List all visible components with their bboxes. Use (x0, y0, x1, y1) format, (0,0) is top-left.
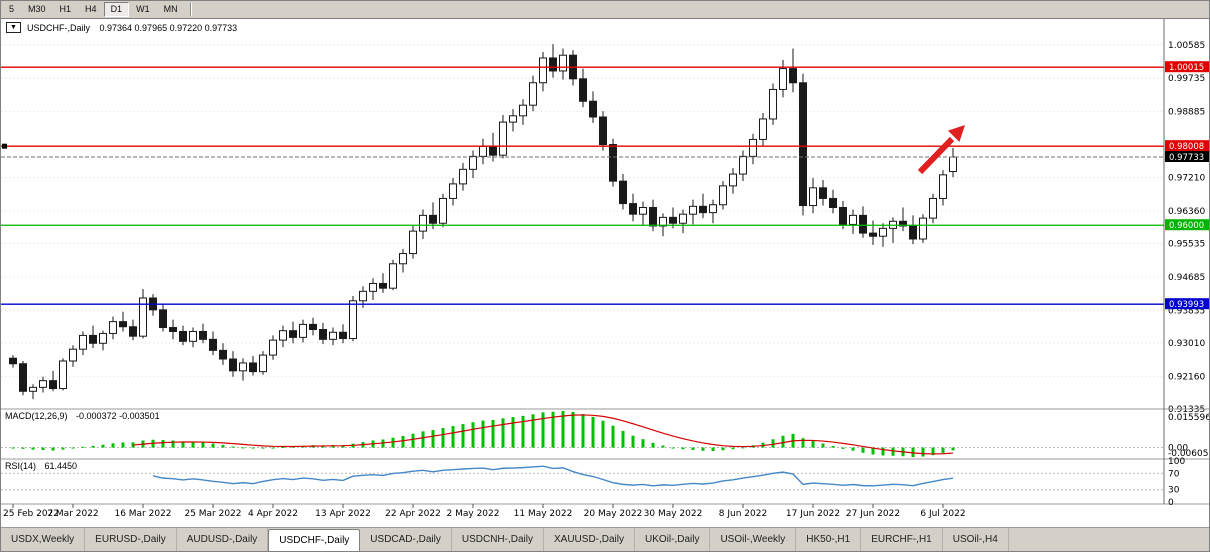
macd-indicator-name: MACD(12,26,9) (5, 411, 68, 421)
svg-text:17 Jun 2022: 17 Jun 2022 (786, 509, 840, 519)
chart-header: USDCHF-,Daily 0.97364 0.97965 0.97220 0.… (27, 23, 237, 33)
trend-arrow[interactable] (917, 125, 965, 175)
svg-text:0.93993: 0.93993 (1169, 300, 1204, 310)
svg-text:6 Jul 2022: 6 Jul 2022 (920, 509, 965, 519)
svg-text:22 Apr 2022: 22 Apr 2022 (385, 509, 441, 519)
candlestick-series (9, 44, 957, 400)
chart-tab-usdcnh-daily[interactable]: USDCNH-,Daily (452, 528, 544, 551)
svg-text:0.99735: 0.99735 (1168, 74, 1205, 84)
current-price-label: 0.97733 (1165, 151, 1209, 163)
timeframe-button-H1[interactable]: H1 (53, 2, 79, 17)
chart-tab-usdcad-daily[interactable]: USDCAD-,Daily (360, 528, 452, 551)
chart-tab-xauusd-daily[interactable]: XAUUSD-,Daily (544, 528, 635, 551)
macd-signal-line (132, 414, 954, 455)
timeframe-toolbar: 5 M30 H1 H4 D1 W1 MN (1, 1, 1209, 19)
price-chart[interactable]: 1.00585 0.99735 0.98885 0.97210 0.96360 0.955… (1, 19, 1210, 529)
svg-text:13 Apr 2022: 13 Apr 2022 (315, 509, 371, 519)
chart-ohlc-values: 0.97364 0.97965 0.97220 0.97733 (99, 23, 238, 33)
rsi-line (152, 465, 954, 487)
svg-text:20 May 2022: 20 May 2022 (584, 509, 643, 519)
rsi-label: RSI(14) 61.4450 (5, 461, 83, 471)
svg-text:1.00585: 1.00585 (1168, 41, 1205, 51)
chart-tab-audusd-daily[interactable]: AUDUSD-,Daily (177, 528, 269, 551)
chart-tab-ukoil-daily[interactable]: UKOil-,Daily (635, 528, 711, 551)
svg-text:25 Feb 2022: 25 Feb 2022 (3, 509, 59, 519)
timeframe-button-MN[interactable]: MN (157, 2, 185, 17)
svg-text:-0.006055: -0.006055 (1168, 449, 1210, 459)
svg-text:0.93835: 0.93835 (1168, 306, 1205, 316)
rsi-indicator-name: RSI(14) (5, 461, 37, 471)
toolbar-separator (189, 3, 192, 16)
chart-tab-hk50-h1[interactable]: HK50-,H1 (796, 528, 862, 551)
timeframe-button-5[interactable]: 5 (2, 2, 21, 17)
price-label-1.00015: 1.00015 (1165, 61, 1209, 73)
chart-tab-eurusd-daily[interactable]: EURUSD-,Daily (85, 528, 177, 551)
svg-text:0.95535: 0.95535 (1168, 240, 1205, 250)
timeframe-button-D1[interactable]: D1 (103, 2, 130, 17)
svg-text:0.98885: 0.98885 (1168, 108, 1205, 118)
svg-text:100: 100 (1168, 457, 1185, 467)
svg-text:7 Mar 2022: 7 Mar 2022 (47, 509, 98, 519)
svg-text:0.015596: 0.015596 (1168, 413, 1210, 423)
svg-text:4 Apr 2022: 4 Apr 2022 (248, 509, 298, 519)
timeframe-button-W1[interactable]: W1 (129, 2, 157, 17)
svg-text:70: 70 (1168, 469, 1180, 479)
svg-text:27 Jun 2022: 27 Jun 2022 (846, 509, 900, 519)
svg-text:0.96000: 0.96000 (1169, 221, 1204, 231)
svg-text:1.00015: 1.00015 (1169, 63, 1204, 73)
rsi-pane: 100 70 30 0 (1, 457, 1185, 508)
svg-text:0.96360: 0.96360 (1168, 207, 1205, 217)
chart-area: 1.00585 0.99735 0.98885 0.97210 0.96360 0.955… (1, 19, 1210, 529)
svg-text:0.94685: 0.94685 (1168, 273, 1205, 283)
chart-tabs-bar: USDX,Weekly EURUSD-,Daily AUDUSD-,Daily USD… (1, 527, 1209, 551)
svg-text:0.93010: 0.93010 (1168, 339, 1205, 349)
svg-text:0.98008: 0.98008 (1169, 142, 1204, 152)
chart-tab-usdx-weekly[interactable]: USDX,Weekly (1, 528, 86, 551)
svg-text:0.97733: 0.97733 (1169, 153, 1204, 163)
price-label-0.93993: 0.93993 (1165, 298, 1209, 310)
chevron-down-icon: ▼ (10, 24, 17, 31)
price-label-0.98008: 0.98008 (1165, 140, 1209, 152)
price-label-0.96000: 0.96000 (1165, 219, 1209, 231)
timeframe-button-H4[interactable]: H4 (78, 2, 104, 17)
svg-text:0.92160: 0.92160 (1168, 372, 1205, 382)
chart-tab-eurchf-h1[interactable]: EURCHF-,H1 (861, 528, 943, 551)
symbol-dropdown-button[interactable]: ▼ (6, 22, 21, 33)
svg-text:0.97210: 0.97210 (1168, 174, 1205, 184)
svg-text:2 May 2022: 2 May 2022 (447, 509, 500, 519)
svg-text:0.91335: 0.91335 (1168, 405, 1205, 415)
svg-text:16 Mar 2022: 16 Mar 2022 (114, 509, 171, 519)
svg-text:30 May 2022: 30 May 2022 (644, 509, 703, 519)
rsi-indicator-value: 61.4450 (44, 461, 78, 471)
macd-label: MACD(12,26,9) -0.000372 -0.003501 (5, 411, 166, 421)
macd-indicator-values: -0.000372 -0.003501 (76, 411, 160, 421)
timeframe-button-M30[interactable]: M30 (21, 2, 53, 17)
chart-title: USDCHF-,Daily (27, 23, 90, 33)
svg-text:11 May 2022: 11 May 2022 (514, 509, 573, 519)
price-grid: 1.00585 0.99735 0.98885 0.97210 0.96360 0.955… (1, 41, 1205, 415)
chart-tab-usdchf-daily[interactable]: USDCHF-,Daily (268, 529, 361, 551)
hline-handle[interactable] (2, 143, 7, 149)
svg-text:25 Mar 2022: 25 Mar 2022 (184, 509, 241, 519)
svg-text:0.00: 0.00 (1168, 444, 1188, 454)
svg-text:30: 30 (1168, 486, 1180, 496)
macd-pane: 0.015596 0.00-0.006055 (1, 411, 1210, 459)
chart-tab-usoil-weekly[interactable]: USOil-,Weekly (710, 528, 797, 551)
svg-text:0: 0 (1168, 498, 1174, 508)
svg-text:8 Jun 2022: 8 Jun 2022 (719, 509, 767, 519)
chart-tab-usoil-h4[interactable]: USOil-,H4 (943, 528, 1009, 551)
